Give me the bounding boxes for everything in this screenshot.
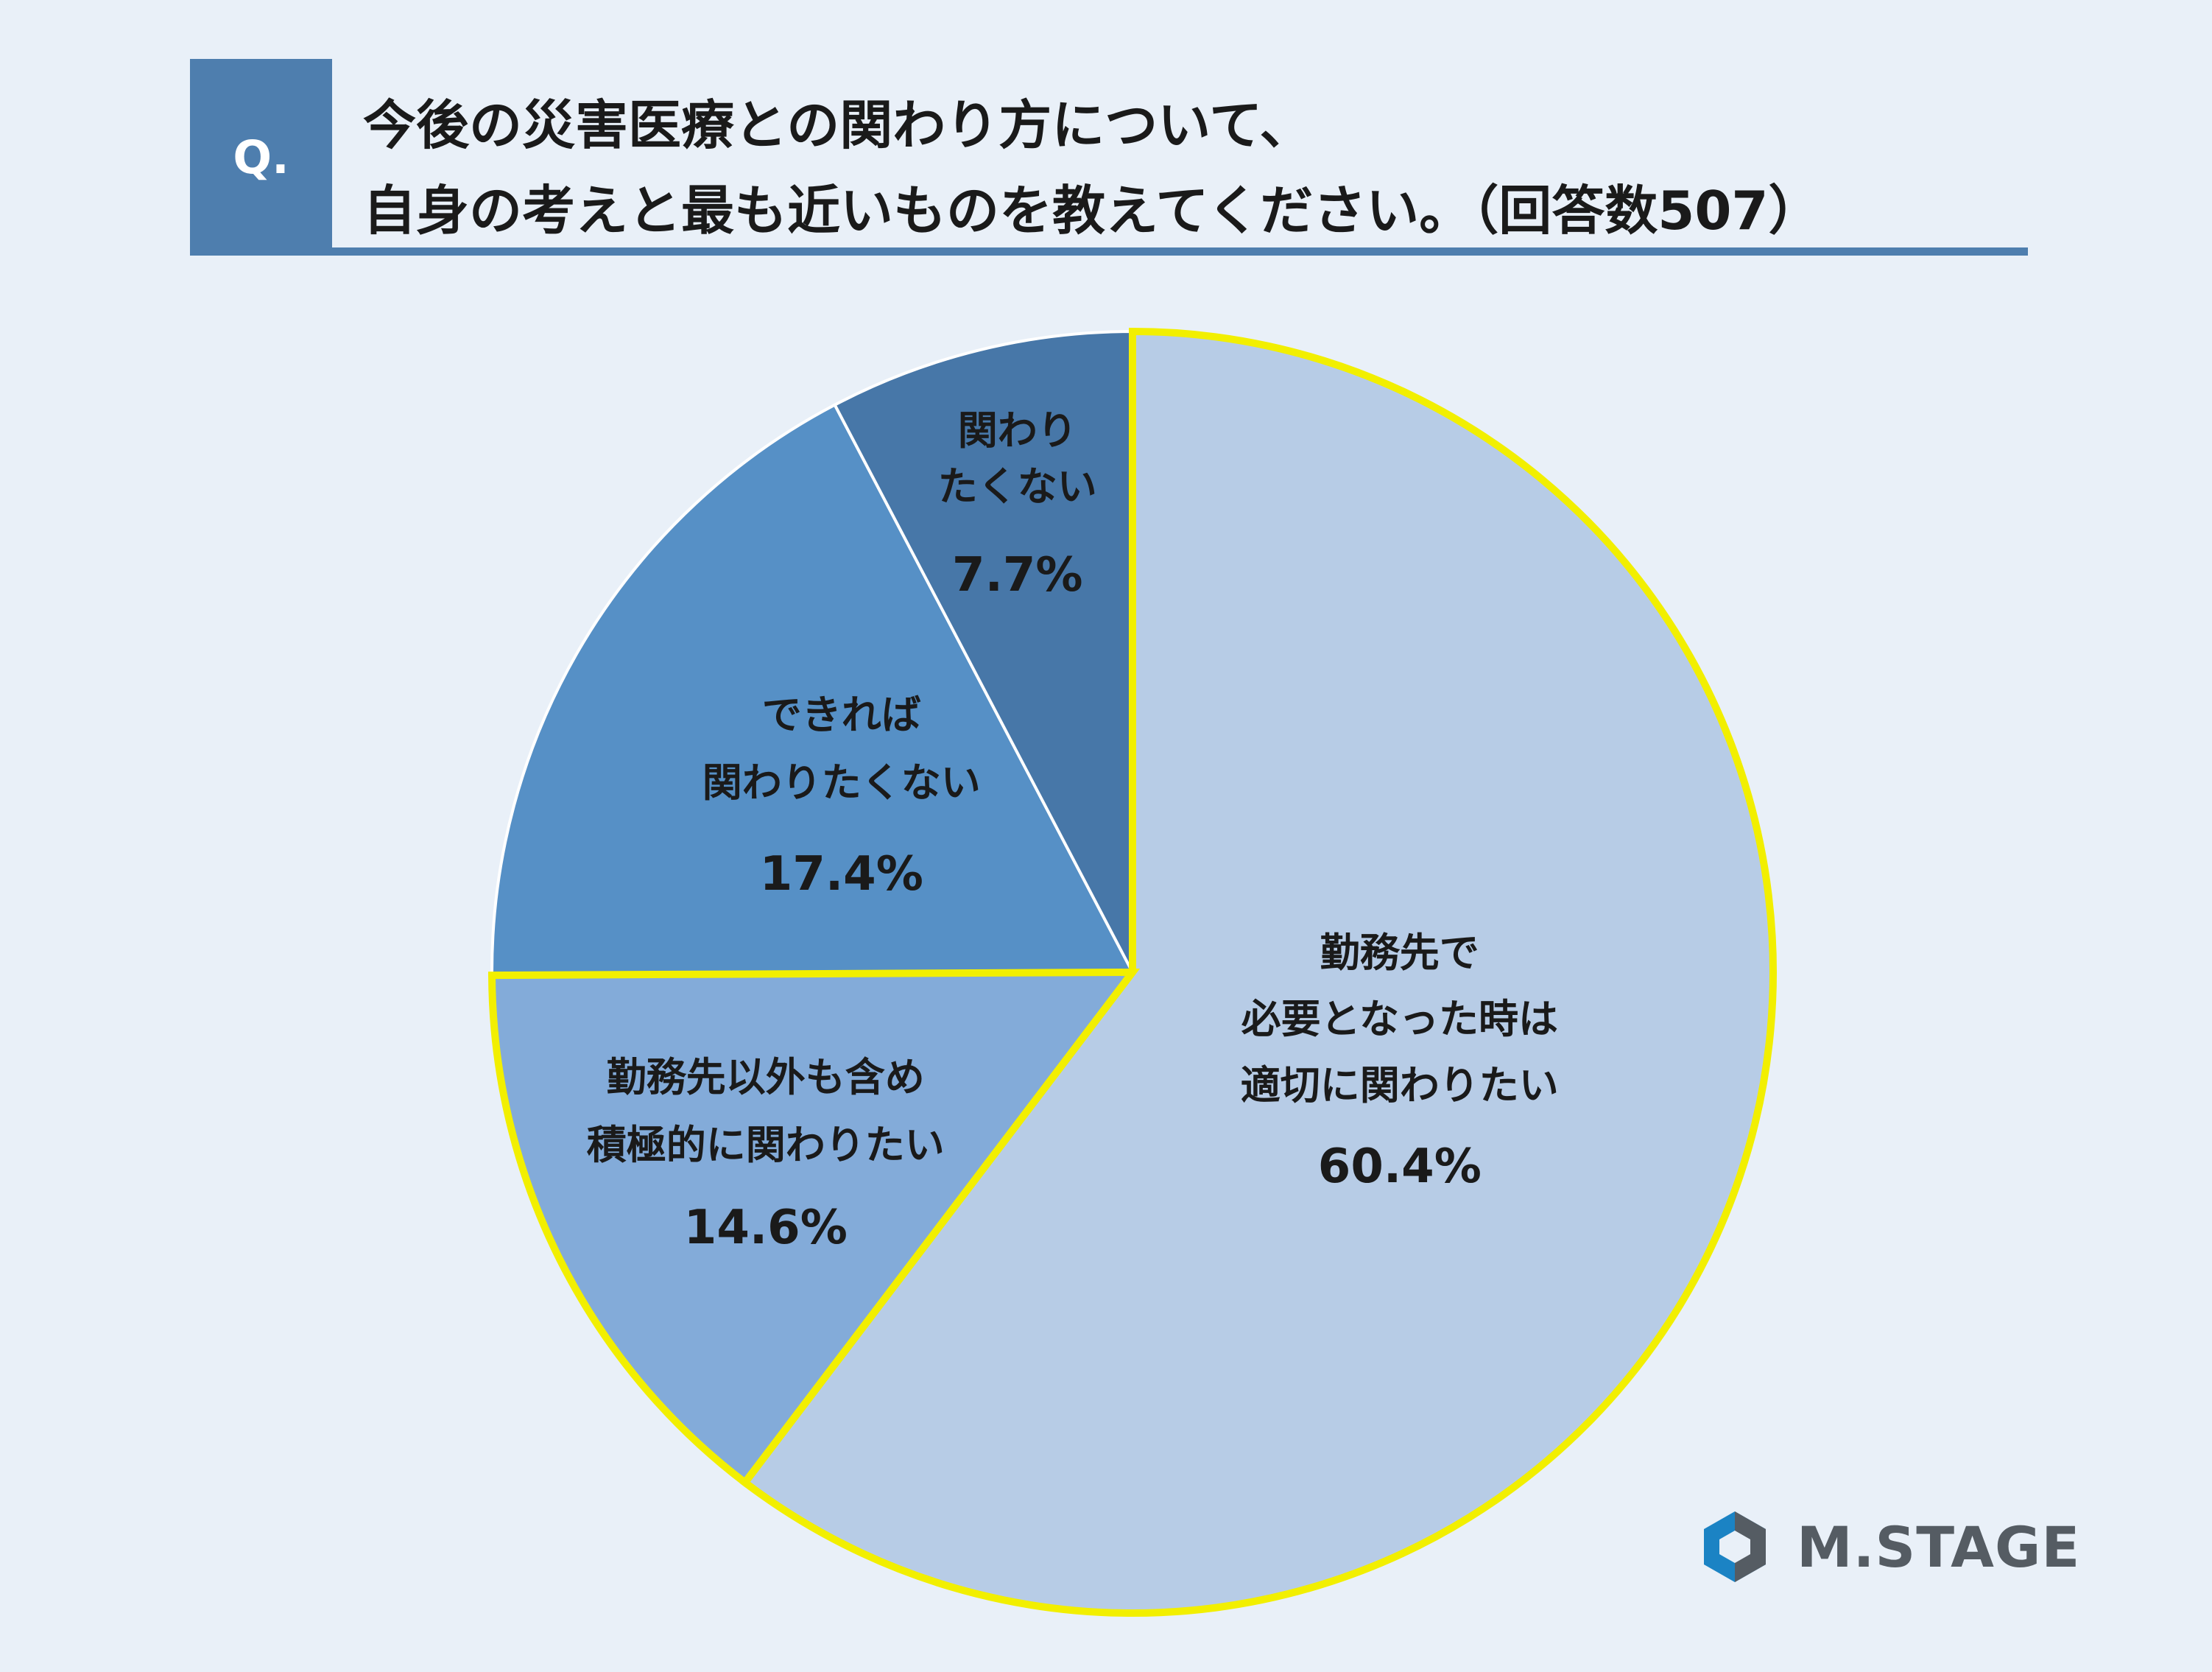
slice-label-1-line-3: 適切に関わりたい <box>1241 1062 1559 1109</box>
question-line-2: 自身の考えと最も近いものを教えてください。（回答数507） <box>363 180 1822 242</box>
slice-label-1-line-2: 必要となった時は <box>1241 996 1558 1042</box>
highlight-outlines <box>487 327 1777 1617</box>
slice-label-4-line-2: たくない <box>938 463 1097 510</box>
slice-highlight-2 <box>487 968 1141 1488</box>
question-badge: Q. <box>190 59 332 256</box>
slice-label-3-line-2: 関わりたくない <box>702 759 981 806</box>
hexagon-logo-icon <box>1704 1511 1766 1582</box>
slice-label-1-line-1: 勤務先で <box>1320 930 1479 976</box>
slice-value-3: 17.4% <box>760 847 923 902</box>
question-text: 今後の災害医療との関わり方について、 自身の考えと最も近いものを教えてください。… <box>363 82 2028 253</box>
question-header: Q. 今後の災害医療との関わり方について、 自身の考えと最も近いものを教えてくだ… <box>190 59 2028 256</box>
slice-label-2-line-2: 積極的に関わりたい <box>587 1122 945 1168</box>
pie-slice-4 <box>832 329 1134 973</box>
slice-label-4-line-1: 関わり <box>958 407 1077 454</box>
brand-name: M.STAGE <box>1797 1514 2081 1580</box>
slice-value-4: 7.7% <box>952 548 1083 603</box>
brand-logo: M.STAGE <box>1698 1506 2080 1587</box>
slice-label-2-line-1: 勤務先以外も含め <box>607 1054 925 1100</box>
slice-value-2: 14.6% <box>684 1201 848 1255</box>
slice-label-3-line-1: できれば <box>762 692 921 738</box>
pie-slice-3 <box>490 402 1135 977</box>
header-rule <box>190 247 2028 256</box>
question-line-1: 今後の災害医療との関わり方について、 <box>363 94 1313 156</box>
slice-value-1: 60.4% <box>1318 1139 1482 1194</box>
slice-highlight-1 <box>739 327 1777 1617</box>
